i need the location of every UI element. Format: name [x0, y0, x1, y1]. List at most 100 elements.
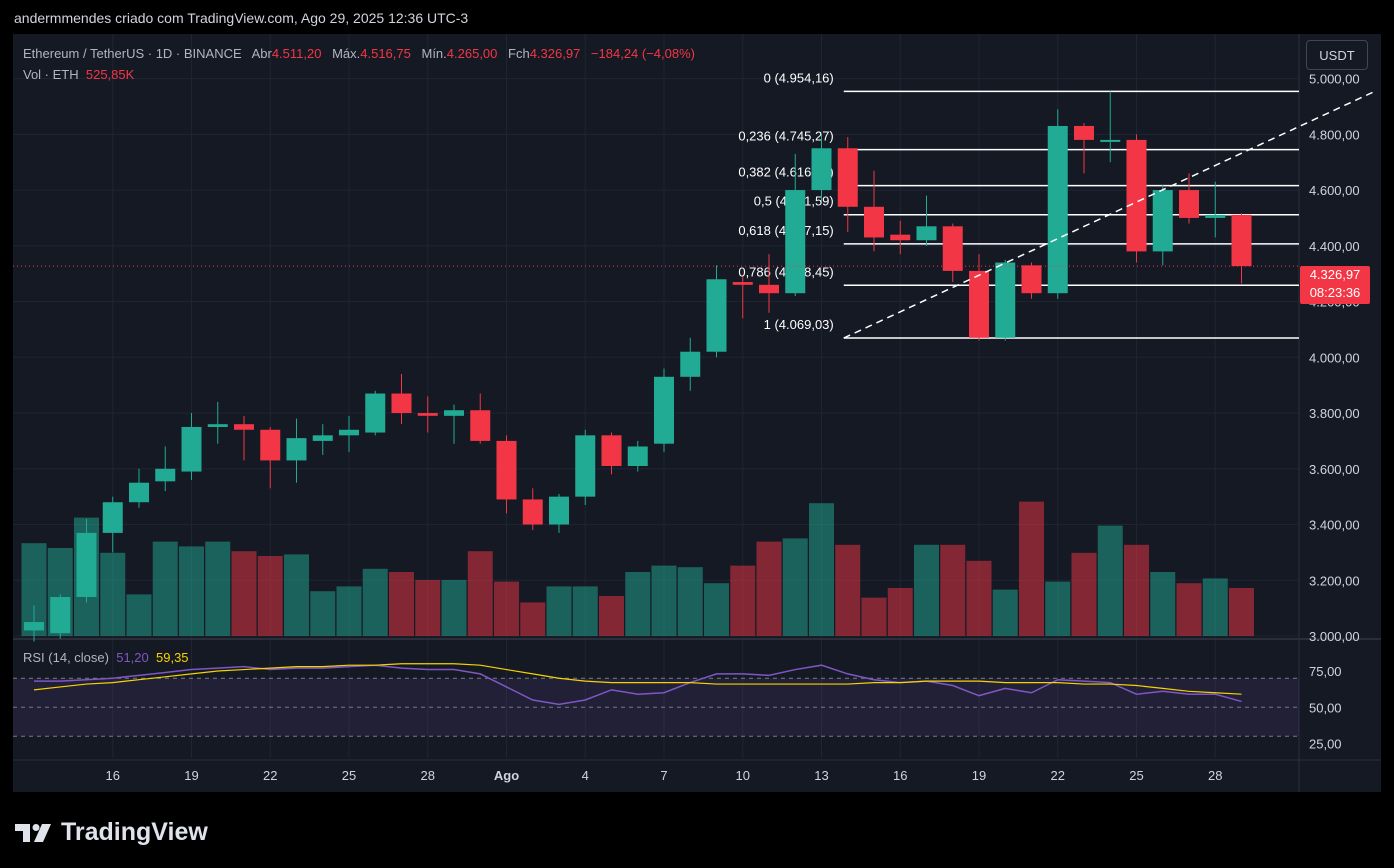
price-tick-label: 3.600,00 [1309, 462, 1360, 477]
high-label: Máx. [332, 46, 361, 61]
volume-value: 525,85K [85, 67, 135, 82]
rsi-label: RSI (14, close) [23, 650, 109, 665]
time-tick-label: 7 [660, 768, 667, 783]
volume-bar [914, 544, 939, 636]
tradingview-logo-icon [15, 823, 51, 842]
candle-body [470, 410, 491, 441]
candle-body [1179, 190, 1199, 218]
time-tick-label: 16 [106, 768, 120, 783]
candle-body [234, 424, 254, 430]
time-tick-label: 25 [1129, 768, 1143, 783]
chart-panel[interactable]: 0 (4.954,16) 0,236 (4.745,27) 0,382 (4.616… [13, 34, 1381, 792]
candle-body [1126, 139, 1147, 252]
price-tick-label: 3.800,00 [1309, 406, 1360, 421]
tradingview-logo[interactable]: TradingView [15, 818, 208, 847]
candle-body [207, 424, 228, 427]
candle-body [680, 351, 701, 377]
rsi-legend: RSI (14, close) 51,20 59,35 [23, 650, 189, 665]
volume-bar [1071, 552, 1097, 636]
time-tick-label: 25 [342, 768, 356, 783]
candle-body [181, 426, 202, 472]
rsi-tick-label: 50,00 [1309, 700, 1342, 715]
candle-body [811, 148, 832, 191]
price-tick-label: 3.200,00 [1309, 573, 1360, 588]
volume-bar [992, 589, 1018, 636]
candle-body [155, 468, 176, 482]
volume-bar [520, 602, 546, 636]
price-tick-label: 4.800,00 [1309, 127, 1360, 142]
volume-bar [599, 596, 624, 636]
volume-bar [651, 565, 677, 636]
candle-body [365, 393, 386, 433]
fib-level-label: 0 (4.954,16) [764, 70, 834, 85]
candle-body [995, 262, 1016, 338]
chart-canvas[interactable]: 0 (4.954,16) 0,236 (4.745,27) 0,382 (4.616… [13, 34, 1381, 792]
volume-bars [21, 501, 1254, 636]
candle-body [890, 234, 911, 241]
volume-legend: Vol · ETH 525,85K [23, 67, 134, 82]
volume-bar [494, 581, 519, 636]
volume-bar [572, 586, 598, 636]
time-tick-label: 19 [972, 768, 986, 783]
candle-body [129, 482, 149, 503]
low-label: Mín. [421, 46, 447, 61]
candle-body [496, 440, 517, 500]
fib-level-label: 0,382 (4.616,04) [738, 165, 833, 180]
volume-bar [966, 560, 992, 636]
time-tick-label: 13 [814, 768, 828, 783]
volume-bar [1150, 572, 1176, 636]
candle-body [654, 376, 674, 444]
volume-bar [100, 552, 126, 636]
time-tick-label: 10 [736, 768, 750, 783]
volume-bar [1124, 544, 1149, 636]
volume-bar [782, 538, 808, 636]
volume-bar [1229, 588, 1254, 636]
author-line: andermmendes criado com TradingView.com,… [14, 10, 469, 26]
volume-bar [362, 568, 388, 636]
volume-bar [231, 551, 257, 636]
volume-bar [1097, 525, 1123, 636]
price-axis: 5.000,004.800,004.600,004.400,004.200,00… [1309, 72, 1360, 752]
candle-body [627, 446, 648, 466]
candle-body [391, 393, 412, 414]
candle-body [1021, 265, 1042, 294]
symbol-title: Ethereum / TetherUS · 1D · BINANCE [23, 46, 242, 61]
candle-body [1205, 214, 1226, 218]
volume-bar [940, 544, 966, 636]
volume-bar [441, 580, 467, 636]
volume-bar [179, 546, 204, 636]
candles [13, 91, 1299, 642]
candle-body [942, 226, 963, 271]
fibonacci-retracement: 0 (4.954,16) 0,236 (4.745,27) 0,382 (4.616… [738, 70, 1299, 339]
candle-body [785, 190, 806, 294]
volume-bar [205, 541, 231, 636]
rsi-ma-line [33, 663, 1242, 695]
time-tick-label: Ago [494, 768, 519, 783]
trendline [843, 90, 1376, 339]
currency-button[interactable]: USDT [1306, 40, 1368, 70]
close-label: Fch [508, 46, 530, 61]
volume-bar [861, 597, 887, 636]
volume-bar [1045, 581, 1071, 636]
volume-bar [1019, 501, 1044, 636]
candle-body [864, 206, 884, 238]
time-tick-label: 28 [421, 768, 435, 783]
candle-body [549, 496, 569, 525]
candle-body [575, 435, 596, 497]
volume-bar [730, 565, 756, 636]
candle-body [1100, 139, 1121, 142]
rsi-tick-label: 75,00 [1309, 664, 1342, 679]
open-label: Abr [251, 46, 272, 61]
volume-label: Vol · ETH [23, 67, 79, 82]
rsi-pane [13, 663, 1299, 737]
rsi-ma-value: 59,35 [156, 650, 189, 665]
candle-body [312, 435, 333, 441]
rsi-value: 51,20 [116, 650, 149, 665]
volume-bar [152, 541, 178, 636]
price-tick-label: 3.000,00 [1309, 629, 1360, 644]
volume-bar [284, 554, 309, 636]
candle-body [522, 499, 543, 525]
fib-level-label: 0,236 (4.745,27) [738, 129, 833, 144]
candle-body [417, 413, 438, 416]
volume-bar [1176, 583, 1202, 636]
